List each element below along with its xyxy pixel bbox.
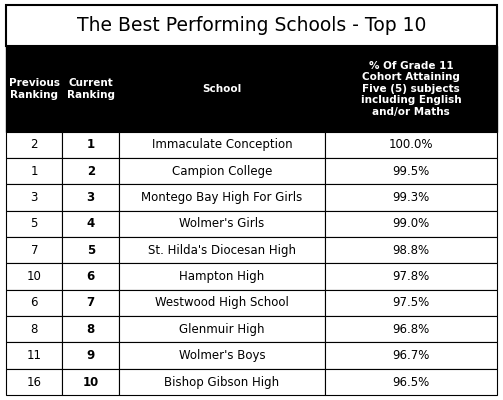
Bar [62,211,119,237]
Bar [325,237,497,264]
Bar [325,211,497,237]
Text: Hampton High: Hampton High [180,270,265,283]
Text: Previous
Ranking: Previous Ranking [9,78,60,100]
Text: 6: 6 [31,296,38,310]
Bar [62,369,119,395]
Bar [62,46,119,132]
Bar [119,369,325,395]
Bar [119,290,325,316]
Text: 7: 7 [31,244,38,257]
Text: 99.5%: 99.5% [392,165,430,178]
Text: 4: 4 [87,218,95,230]
Text: Current
Ranking: Current Ranking [67,78,115,100]
Text: % Of Grade 11
Cohort Attaining
Five (5) subjects
including English
and/or Maths: % Of Grade 11 Cohort Attaining Five (5) … [361,60,461,117]
Bar [325,290,497,316]
Bar [119,46,325,132]
Bar [6,5,497,46]
Bar [62,316,119,342]
Text: 100.0%: 100.0% [389,138,433,151]
Text: The Best Performing Schools - Top 10: The Best Performing Schools - Top 10 [77,16,426,35]
Bar [119,264,325,290]
Bar [119,184,325,211]
Bar [62,158,119,184]
Text: Wolmer's Girls: Wolmer's Girls [180,218,265,230]
Bar [6,184,62,211]
Bar [119,342,325,369]
Text: 10: 10 [27,270,42,283]
Text: St. Hilda's Diocesan High: St. Hilda's Diocesan High [148,244,296,257]
Bar [325,342,497,369]
Text: 6: 6 [87,270,95,283]
Text: 10: 10 [82,376,99,388]
Text: Wolmer's Boys: Wolmer's Boys [179,349,266,362]
Text: School: School [202,84,241,94]
Bar [62,237,119,264]
Text: 11: 11 [27,349,42,362]
Text: 5: 5 [31,218,38,230]
Bar [6,132,62,158]
Bar [325,184,497,211]
Bar [119,237,325,264]
Text: 5: 5 [87,244,95,257]
Bar [119,211,325,237]
Bar [6,316,62,342]
Text: 7: 7 [87,296,95,310]
Text: Montego Bay High For Girls: Montego Bay High For Girls [141,191,303,204]
Bar [6,290,62,316]
Text: 8: 8 [87,323,95,336]
Bar [6,369,62,395]
Bar [6,46,62,132]
Bar [62,342,119,369]
Bar [6,342,62,369]
Bar [119,316,325,342]
Bar [62,264,119,290]
Bar [62,184,119,211]
Bar [325,158,497,184]
Text: 96.7%: 96.7% [392,349,430,362]
Bar [6,264,62,290]
Text: 1: 1 [87,138,95,151]
Text: 98.8%: 98.8% [392,244,430,257]
Text: 99.0%: 99.0% [392,218,430,230]
Text: Glenmuir High: Glenmuir High [179,323,265,336]
Bar [325,264,497,290]
Text: 3: 3 [31,191,38,204]
Text: Campion College: Campion College [172,165,272,178]
Text: 3: 3 [87,191,95,204]
Bar [119,158,325,184]
Text: Immaculate Conception: Immaculate Conception [152,138,292,151]
Text: 97.5%: 97.5% [392,296,430,310]
Bar [6,158,62,184]
Bar [6,237,62,264]
Text: 9: 9 [87,349,95,362]
Text: 16: 16 [27,376,42,388]
Text: 1: 1 [31,165,38,178]
Text: 96.8%: 96.8% [392,323,430,336]
Bar [62,132,119,158]
Text: Bishop Gibson High: Bishop Gibson High [164,376,280,388]
Text: 97.8%: 97.8% [392,270,430,283]
Bar [62,290,119,316]
Text: 96.5%: 96.5% [392,376,430,388]
Bar [325,369,497,395]
Text: 2: 2 [87,165,95,178]
Text: Westwood High School: Westwood High School [155,296,289,310]
Bar [119,132,325,158]
Text: 8: 8 [31,323,38,336]
Bar [325,132,497,158]
Bar [325,316,497,342]
Text: 2: 2 [31,138,38,151]
Text: 99.3%: 99.3% [392,191,430,204]
Bar [325,46,497,132]
Bar [6,211,62,237]
